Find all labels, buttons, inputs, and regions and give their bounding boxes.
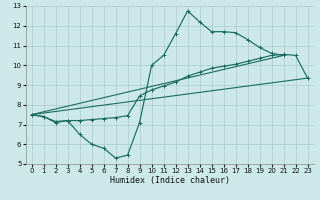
X-axis label: Humidex (Indice chaleur): Humidex (Indice chaleur)	[109, 176, 230, 185]
